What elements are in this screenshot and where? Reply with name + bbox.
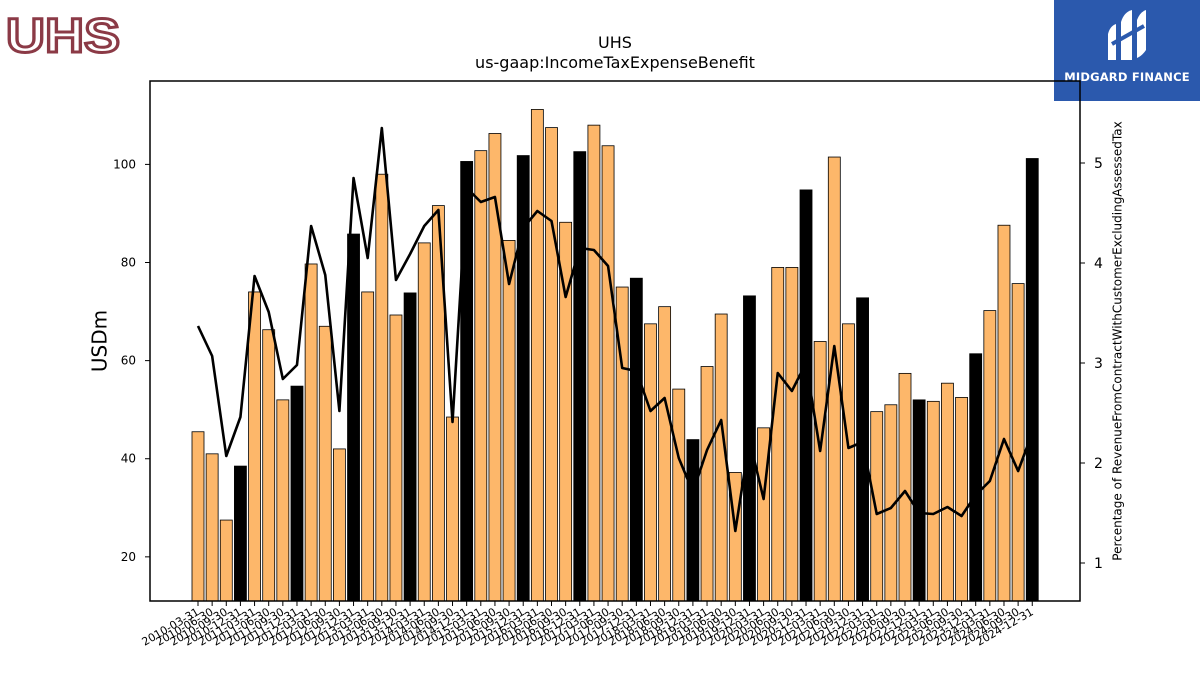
midgard-finance-logo: MIDGARD FINANCE [1054,0,1200,101]
bar-2023-12-31 [969,353,983,602]
y-tick-label: 40 [121,452,136,466]
bar-2012-12-31 [347,233,360,602]
bar-2017-12-31 [629,277,643,602]
y-tick-label: 80 [121,256,136,270]
bar-2018-03-31 [644,323,657,602]
bar-2010-03-31 [191,431,205,602]
bars [191,109,1039,602]
bar-2019-03-31 [700,366,714,602]
y-tick-label: 100 [113,157,136,171]
bar-2013-12-31 [403,292,417,602]
y2-tick-label: 2 [1094,456,1103,472]
bar-2016-03-31 [530,109,544,602]
bar-2012-03-31 [304,263,318,602]
chart-subtitle: us-gaap:IncomeTaxExpenseBenefit [475,53,755,72]
bar-2015-03-31 [474,150,488,602]
uhs-logo: UHS [6,9,122,61]
bar-2024-09-30 [1011,283,1025,602]
bar-2015-09-30 [502,240,516,602]
ratio-line [196,126,1034,533]
bar-2021-09-30 [842,323,855,602]
bar-2023-03-31 [926,400,940,602]
midgard-finance-logo-text: MIDGARD FINANCE [1064,70,1190,84]
y2-axis-ticks: 1 2 3 4 5 [1080,156,1103,572]
y2-tick-label: 1 [1094,556,1103,572]
bar-2016-06-30 [545,127,558,602]
bar-2022-03-31 [870,411,884,602]
midgard-mark-icon [1108,10,1146,60]
bar-2022-09-30 [898,372,912,602]
bar-2020-06-30 [771,267,785,602]
uhs-logo-text: UHS [6,10,120,60]
bar-2014-12-31 [460,161,474,602]
bar-2011-12-31 [290,385,304,602]
chart-title: UHS [598,33,632,52]
bar-2010-06-30 [205,453,219,602]
bar-2013-06-30 [375,173,389,602]
bar-2024-12-31 [1025,158,1039,602]
bar-2014-03-31 [417,242,431,602]
bar-2023-09-30 [955,397,968,602]
y2-tick-label: 3 [1094,356,1103,372]
bar-2013-03-31 [361,291,375,602]
bar-2017-06-30 [601,145,615,602]
bar-2014-09-30 [446,416,459,602]
bar-2024-06-30 [997,224,1011,602]
x-axis-ticks: 2010-03-312010-06-302010-09-302010-12-31… [140,601,1036,649]
y-axis-ticks: 20 40 60 80 100 [113,157,150,564]
bar-2012-06-30 [318,325,332,602]
bar-2017-03-31 [587,124,601,602]
bar-2013-09-30 [389,314,403,602]
bar-2018-12-31 [686,439,700,602]
line-layer [196,126,1034,533]
bar-2020-09-30 [785,267,799,602]
bar-2021-03-31 [813,341,827,602]
plot-frame [149,80,1081,602]
bar-2011-09-30 [276,399,290,602]
y2-tick-label: 4 [1094,256,1103,272]
bar-2011-03-31 [248,291,261,602]
y-axis-label: USDm [88,310,112,372]
bar-2018-09-30 [672,388,686,602]
y2-axis-label: Percentage of RevenueFromContractWithCus… [1111,121,1125,560]
bar-2022-12-31 [912,399,926,602]
bar-2018-06-30 [658,306,672,602]
bar-2011-06-30 [262,329,276,602]
y-tick-label: 60 [121,354,136,368]
y2-tick-label: 5 [1094,156,1103,172]
bar-2021-12-31 [856,297,869,602]
bar-2010-12-31 [234,465,247,602]
y-tick-label: 20 [121,550,136,564]
bar-2023-06-30 [941,382,954,602]
bar-2016-12-31 [573,151,587,602]
bar-2012-09-30 [332,448,346,602]
bar-2010-09-30 [219,519,233,602]
bar-2024-03-31 [983,310,997,602]
